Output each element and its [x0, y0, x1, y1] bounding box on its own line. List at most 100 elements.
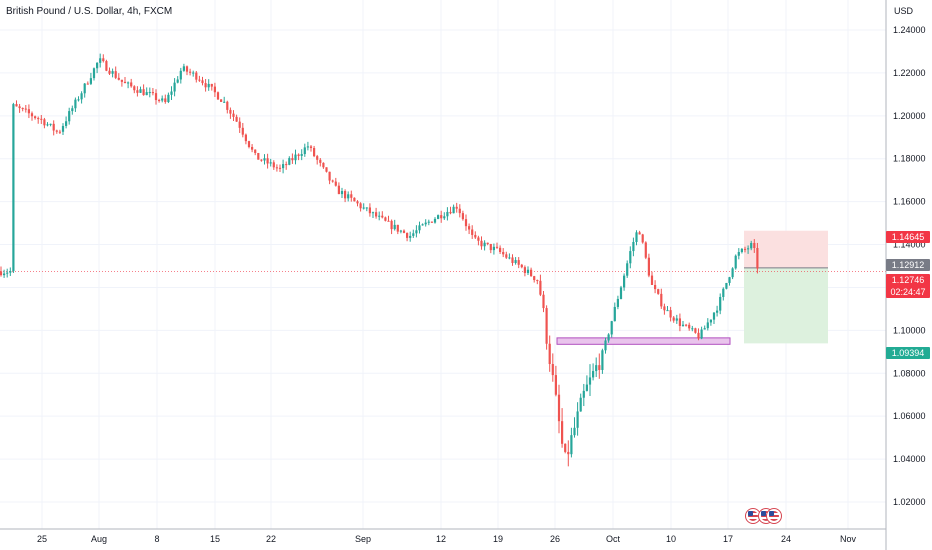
- time-tick-label: Oct: [606, 534, 621, 544]
- candle-body: [207, 83, 210, 88]
- candle-body: [424, 222, 427, 225]
- candle-body: [334, 181, 337, 186]
- candle-body: [688, 324, 691, 329]
- candle-body: [579, 397, 582, 412]
- time-axis[interactable]: 25 Aug 8 15 22 Sep 12 19 26 Oct 10 17 24 Nov: [37, 534, 857, 544]
- candle-body: [176, 79, 179, 83]
- candle-body: [703, 328, 706, 330]
- candle-body: [278, 167, 282, 169]
- candle-body: [83, 83, 86, 94]
- candle-body: [204, 83, 207, 88]
- candle-body: [269, 162, 272, 164]
- candle-body: [753, 242, 756, 248]
- price-tick-label: 1.08000: [893, 368, 926, 378]
- candle-body: [285, 164, 288, 166]
- candle-body: [613, 306, 616, 322]
- candle-body: [34, 116, 37, 119]
- candle-body: [216, 92, 220, 100]
- candle-body: [244, 134, 247, 142]
- candle-body: [359, 203, 362, 209]
- candle-body: [201, 80, 204, 84]
- candle-body: [86, 83, 89, 85]
- time-tick-label: 10: [666, 534, 676, 544]
- candle-body: [6, 272, 9, 274]
- candle-body: [272, 162, 275, 168]
- candle-body: [133, 86, 136, 91]
- time-tick-label: 15: [210, 534, 220, 544]
- us-flag-event-icon[interactable]: [766, 508, 782, 524]
- candle-body: [517, 260, 520, 265]
- candle-body: [691, 328, 694, 330]
- candle-body: [371, 212, 375, 214]
- candle-body: [251, 146, 254, 150]
- candle-body: [390, 220, 393, 230]
- candle-body: [604, 340, 607, 351]
- candle-body: [418, 225, 421, 231]
- candle-body: [189, 71, 192, 73]
- candle-body: [375, 212, 378, 217]
- candle-body: [170, 91, 173, 95]
- time-tick-label: 19: [493, 534, 503, 544]
- candle-body: [288, 158, 291, 165]
- candle-body: [266, 158, 269, 164]
- candle-body: [505, 254, 508, 258]
- candle-body: [415, 230, 418, 234]
- candle-body: [316, 156, 319, 160]
- candle-body: [694, 328, 697, 333]
- candle-body: [455, 206, 458, 209]
- candle-body: [61, 125, 65, 132]
- candle-body: [185, 66, 189, 72]
- candle-body: [158, 100, 161, 102]
- candle-body: [638, 232, 641, 235]
- candle-body: [443, 216, 446, 219]
- time-tick-label: Sep: [355, 534, 371, 544]
- candle-body: [480, 240, 483, 247]
- candle-body: [641, 234, 644, 243]
- take-profit-zone[interactable]: [744, 267, 828, 344]
- candle-body: [105, 61, 108, 71]
- candle-body: [282, 164, 285, 169]
- candle-body: [120, 79, 123, 82]
- candle-body: [740, 248, 743, 253]
- candle-body: [499, 247, 502, 252]
- candle-body: [588, 377, 592, 385]
- candle-body: [161, 98, 164, 101]
- candle-body: [468, 226, 471, 230]
- time-tick-label: 22: [266, 534, 276, 544]
- candle-body: [148, 92, 151, 94]
- candle-body: [666, 310, 669, 312]
- candle-body: [192, 72, 195, 74]
- candle-body: [747, 248, 750, 250]
- candle-body: [437, 215, 440, 219]
- candle-body: [368, 207, 371, 214]
- candle-body: [743, 248, 747, 250]
- candle-body: [325, 167, 328, 172]
- candle-body: [716, 310, 719, 313]
- candle-body: [154, 93, 158, 101]
- candle-body: [142, 89, 145, 96]
- candle-body: [235, 116, 238, 122]
- candle-body: [210, 83, 213, 87]
- time-tick-label: 12: [436, 534, 446, 544]
- candle-body: [226, 101, 229, 110]
- support-zone-rectangle[interactable]: [556, 337, 731, 345]
- candle-body: [71, 108, 74, 112]
- candle-body: [220, 99, 223, 102]
- candle-body: [24, 108, 27, 110]
- candle-body: [660, 293, 663, 307]
- candle-body: [489, 243, 492, 251]
- candle-body: [623, 275, 626, 288]
- candle-body: [247, 141, 251, 147]
- candle-body: [387, 220, 390, 222]
- bar-countdown: 02:24:47: [890, 287, 926, 297]
- candle-body: [294, 154, 297, 161]
- symbol-title[interactable]: British Pound / U.S. Dollar, 4h, FXCM: [6, 6, 173, 17]
- candle-body: [722, 288, 725, 297]
- candle-body: [195, 72, 198, 80]
- candle-body: [557, 394, 561, 422]
- candle-body: [399, 230, 402, 232]
- candle-body: [12, 104, 15, 272]
- candle-body: [548, 343, 551, 365]
